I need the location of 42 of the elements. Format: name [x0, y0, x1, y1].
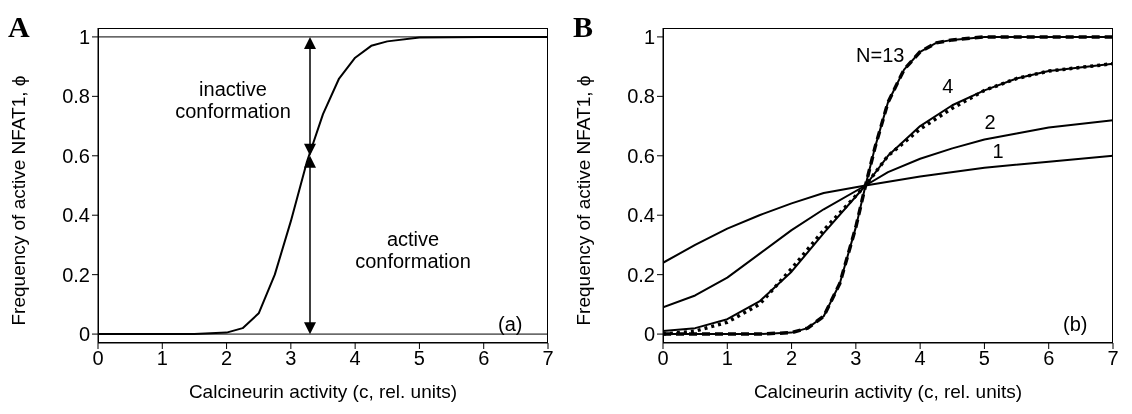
y-tick-label: 0	[643, 323, 655, 346]
y-tick-label: 1	[643, 26, 655, 49]
y-tick-label: 0.2	[627, 263, 655, 286]
x-tick-label: 4	[349, 347, 361, 370]
y-tick-label: 0.2	[62, 263, 90, 286]
x-tick-label: 3	[285, 347, 297, 370]
x-tick-label: 0	[657, 347, 669, 370]
x-tick-label: 3	[850, 347, 862, 370]
x-tick-label: 5	[978, 347, 990, 370]
series-label: N=13	[856, 43, 905, 66]
annotation: (b)	[1063, 313, 1088, 335]
y-tick-label: 0.8	[627, 85, 655, 108]
series-label: 1	[992, 139, 1004, 162]
x-axis-title: Calcineurin activity (c, rel. units)	[753, 381, 1023, 402]
x-tick-label: 7	[542, 347, 554, 370]
text: B	[573, 10, 594, 43]
annotation: (a)	[498, 313, 523, 335]
series-label: 2	[984, 111, 996, 134]
y-tick-label: 0.8	[62, 85, 90, 108]
text: A	[8, 10, 30, 43]
annotation: inactive conformation	[174, 78, 292, 122]
x-tick-label: 5	[413, 347, 425, 370]
x-tick-label: 6	[478, 347, 490, 370]
series-label: 4	[942, 75, 954, 98]
y-tick-label: 0.6	[627, 144, 655, 167]
y-tick-label: 0.6	[62, 144, 90, 167]
y-axis-title: Frequency of active NFAT1, ϕ	[572, 75, 594, 326]
y-tick-label: 0.4	[627, 204, 655, 227]
x-axis-title: Calcineurin activity (c, rel. units)	[188, 381, 458, 402]
x-tick-label: 4	[914, 347, 926, 370]
y-axis-title: Frequency of active NFAT1, ϕ	[7, 75, 29, 326]
x-tick-label: 6	[1043, 347, 1055, 370]
x-tick-label: 1	[156, 347, 168, 370]
y-tick-label: 1	[78, 26, 90, 49]
y-tick-label: 0.4	[62, 204, 90, 227]
annotation: active conformation	[354, 228, 472, 272]
x-tick-label: 1	[721, 347, 733, 370]
x-tick-label: 2	[786, 347, 798, 370]
x-tick-label: 7	[1107, 347, 1119, 370]
y-tick-label: 0	[78, 323, 90, 346]
x-tick-label: 0	[92, 347, 104, 370]
x-tick-label: 2	[221, 347, 233, 370]
